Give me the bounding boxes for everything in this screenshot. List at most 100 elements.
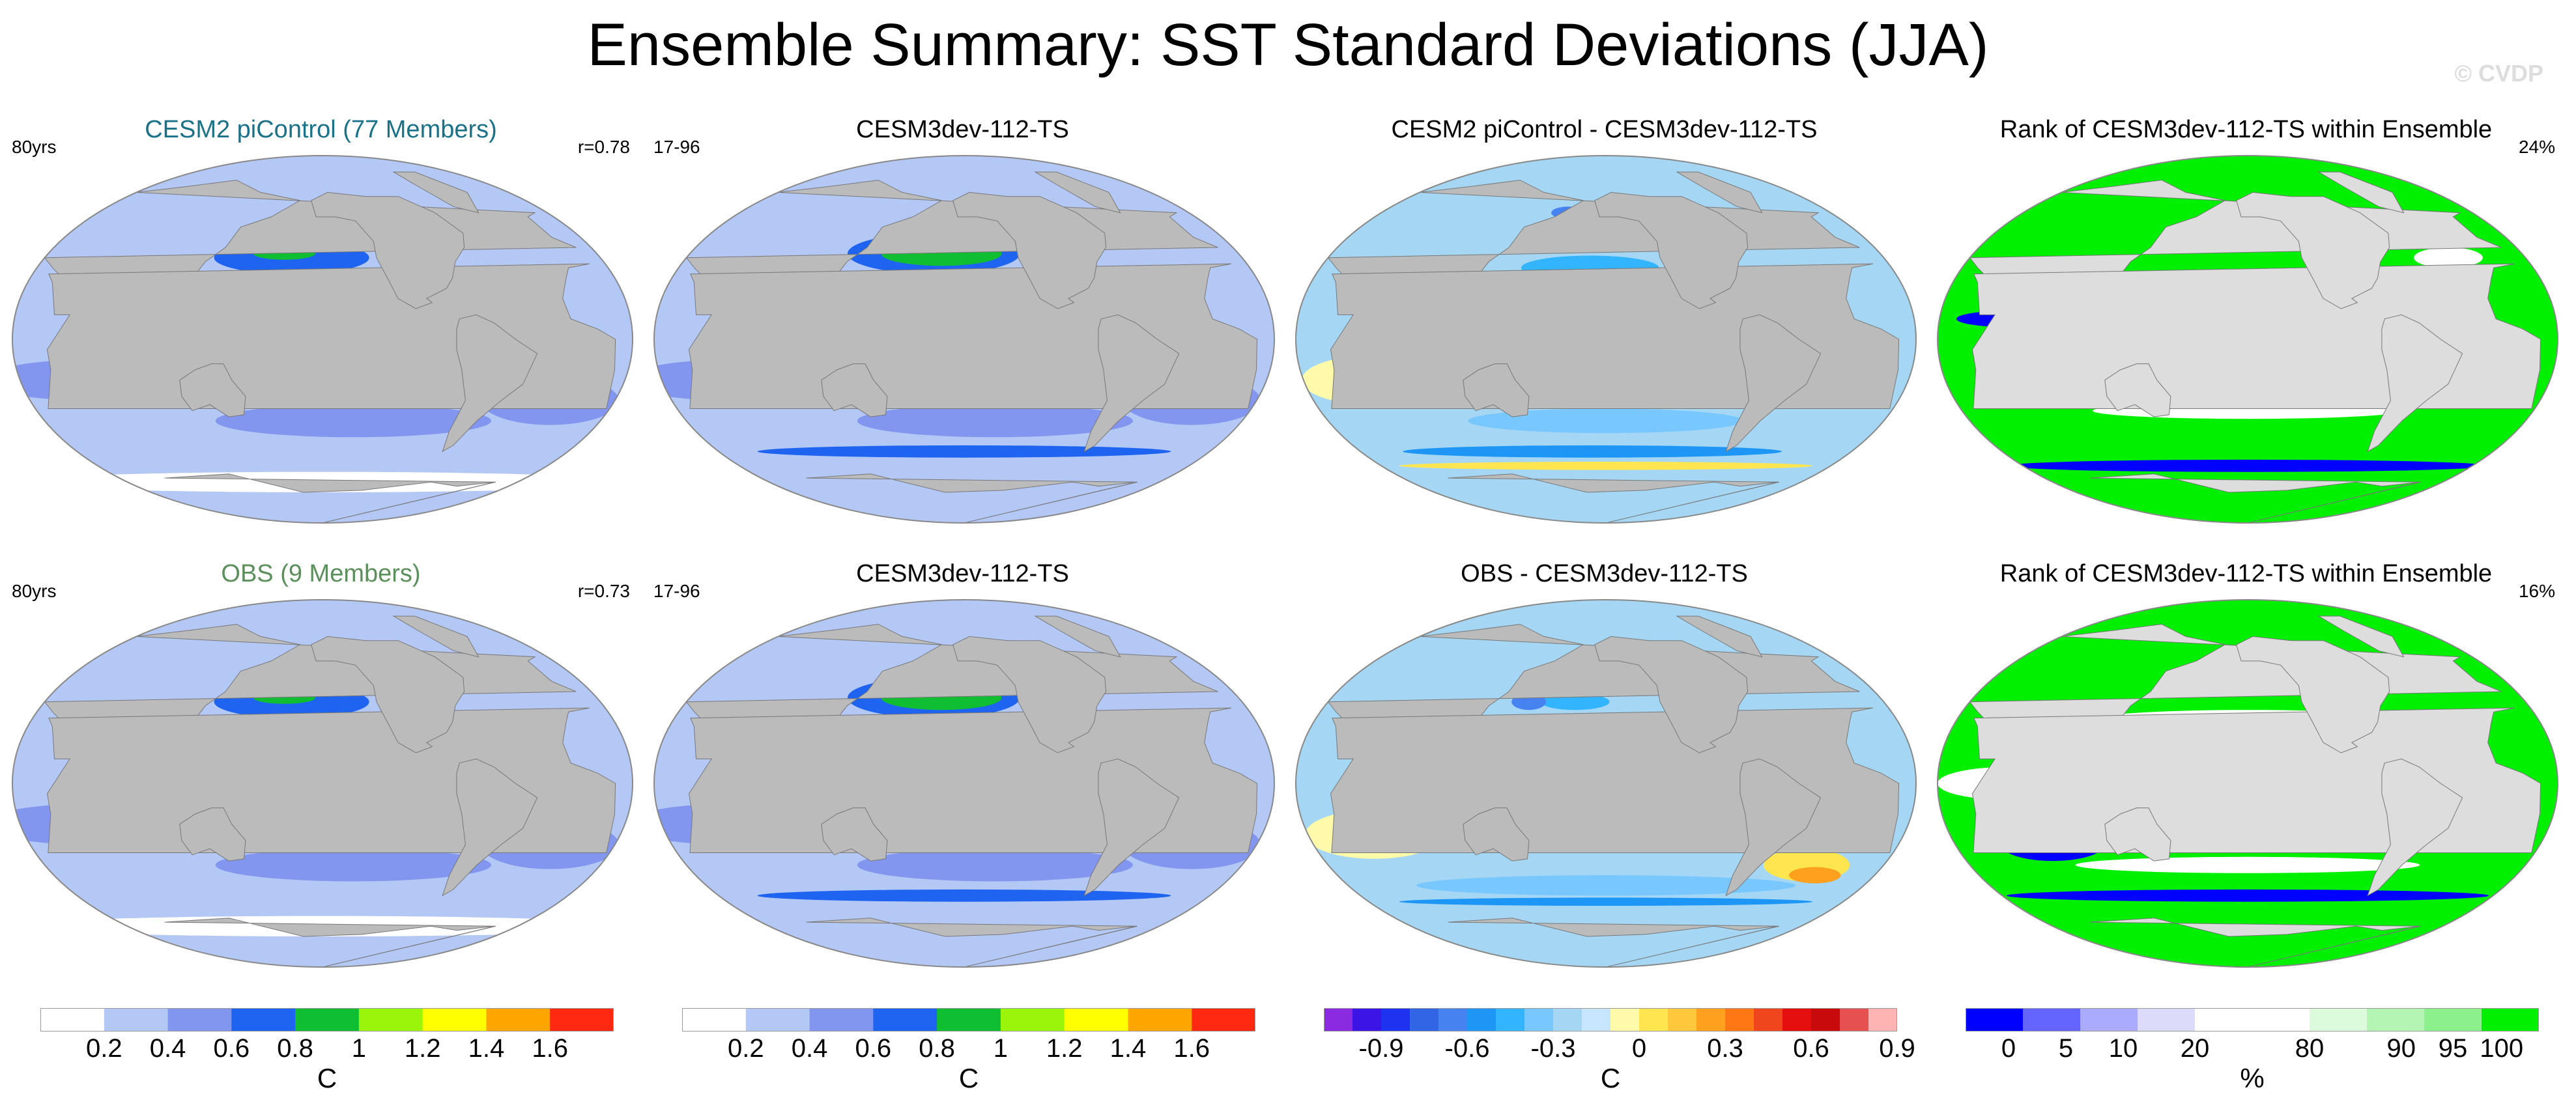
land-africa xyxy=(1971,707,2541,853)
colorbar-difference: -0.9 -0.6 -0.3 0 0.3 0.6 0.9 C xyxy=(1324,1008,1915,1099)
land-australia xyxy=(179,363,246,417)
colorbar-tick-label: 1.4 xyxy=(1109,1034,1147,1063)
colorbar-swatch xyxy=(550,1009,614,1031)
field-contour xyxy=(1468,408,1744,434)
colorbar-swatch xyxy=(1064,1009,1128,1031)
panel-title: CESM3dev-112-TS xyxy=(856,116,1069,143)
land-namerica xyxy=(311,636,465,753)
colorbar-swatch xyxy=(1352,1009,1382,1031)
world-map-difference xyxy=(1295,155,1917,524)
colorbar-swatch xyxy=(104,1009,169,1031)
land-namerica xyxy=(1594,636,1749,753)
land-greenland xyxy=(1676,615,1763,658)
field-contour xyxy=(1399,897,1813,906)
colorbar-swatch xyxy=(937,1009,1001,1031)
land-australia xyxy=(821,807,888,862)
colorbar-swatch xyxy=(1811,1009,1840,1031)
colorbar-tick-label: -0.3 xyxy=(1530,1034,1576,1063)
colorbar-swatch xyxy=(2023,1009,2081,1031)
colorbar-swatch xyxy=(2195,1009,2253,1031)
colorbar-tick-label: -0.6 xyxy=(1444,1034,1490,1063)
land-antarctica xyxy=(164,473,496,523)
colorbar-tick-label: 5 xyxy=(2058,1034,2074,1063)
land-australia xyxy=(821,363,888,417)
colorbar-swatch xyxy=(682,1009,747,1031)
colorbar-tick-label: 100 xyxy=(2480,1034,2524,1063)
panel-obs-sd: OBS (9 Members) 80yrs r=0.73 xyxy=(0,559,642,976)
colorbar-tick-label: 1.2 xyxy=(1046,1034,1083,1063)
colorbar-tick-label: 0.6 xyxy=(1793,1034,1829,1063)
colorbar-sd-2: 0.2 0.4 0.6 0.8 1 1.2 1.4 1.6 C xyxy=(682,1008,1255,1099)
colorbar-tick-label: 0.6 xyxy=(855,1034,892,1063)
colorbar-swatch xyxy=(809,1009,874,1031)
land-namerica xyxy=(952,191,1107,309)
colorbar-swatch xyxy=(1639,1009,1668,1031)
land-samerica xyxy=(2367,758,2463,897)
land-antarctica xyxy=(1448,918,1780,967)
field-contour xyxy=(215,849,491,882)
world-map-sd xyxy=(653,155,1275,524)
field-contour xyxy=(2006,459,2489,472)
colorbar-frame xyxy=(682,1008,1255,1032)
world-map-sd xyxy=(653,599,1275,968)
field-contour xyxy=(857,849,1133,882)
land-greenland xyxy=(1034,615,1121,658)
world-map-sd xyxy=(12,155,633,524)
land-namerica xyxy=(1594,191,1749,309)
colorbar-swatch xyxy=(1840,1009,1869,1031)
land-samerica xyxy=(1725,314,1822,453)
land-samerica xyxy=(2367,314,2463,453)
colorbar-swatch xyxy=(1524,1009,1554,1031)
land-australia xyxy=(1463,363,1530,417)
colorbar-swatch xyxy=(1610,1009,1640,1031)
panel-cesm2-sd: CESM2 piControl (77 Members) 80yrs r=0.7… xyxy=(0,115,642,531)
field-contour xyxy=(757,889,1171,902)
panel-left-note: 80yrs xyxy=(12,137,57,157)
land-australia xyxy=(179,807,246,862)
panel-left-note: 17-96 xyxy=(653,581,700,601)
map-border xyxy=(653,599,1275,968)
colorbar-swatch xyxy=(2138,1009,2196,1031)
land-australia xyxy=(2104,363,2171,417)
land-antarctica xyxy=(2089,473,2422,523)
field-contour xyxy=(2006,889,2489,902)
colorbar-tick-label: 1.6 xyxy=(1173,1034,1210,1063)
land-australia xyxy=(1463,807,1530,862)
colorbar-tick-label: 10 xyxy=(2108,1034,2138,1063)
colorbar-tick-label: 1.2 xyxy=(404,1034,441,1063)
land-antarctica xyxy=(806,473,1138,523)
map-border xyxy=(12,155,633,524)
field-contour xyxy=(2075,856,2420,873)
colorbar-tick-label: 0.4 xyxy=(149,1034,186,1063)
panel-cesm3-sd-2: CESM3dev-112-TS 17-96 xyxy=(642,559,1283,976)
land-samerica xyxy=(442,314,538,453)
colorbar-frame xyxy=(40,1008,614,1032)
land-africa xyxy=(1330,263,1900,409)
colorbar-tick-label: 80 xyxy=(2295,1034,2325,1063)
colorbar-swatch xyxy=(2252,1009,2310,1031)
colorbar-tick-label: 0 xyxy=(1631,1034,1647,1063)
field-contour xyxy=(1540,694,1610,710)
colorbar-swatch xyxy=(1782,1009,1812,1031)
panel-right-note: 24% xyxy=(2518,137,2555,157)
field-contour xyxy=(857,404,1133,438)
colorbar-swatch xyxy=(2367,1009,2425,1031)
map-border xyxy=(12,599,633,968)
colorbar-swatch xyxy=(2080,1009,2138,1031)
map-border xyxy=(1295,599,1917,968)
land-namerica xyxy=(2236,636,2390,753)
panel-difference: CESM2 piControl - CESM3dev-112-TS xyxy=(1283,115,1925,531)
colorbar-unit: C xyxy=(317,1063,337,1093)
colorbar-tick-label: 0.4 xyxy=(791,1034,828,1063)
panel-title: OBS (9 Members) xyxy=(221,560,421,587)
field-contour xyxy=(1788,867,1841,884)
credit-watermark: © CVDP xyxy=(2454,60,2543,87)
panel-left-note: 17-96 xyxy=(653,137,700,157)
colorbar-tick-label: 1.4 xyxy=(468,1034,505,1063)
panel-cesm3-sd: CESM3dev-112-TS 17-96 xyxy=(642,115,1283,531)
panel-rank: Rank of CESM3dev-112-TS within Ensemble … xyxy=(1925,115,2567,531)
field-contour xyxy=(1399,462,1813,470)
land-greenland xyxy=(1034,171,1121,214)
panel-title: OBS - CESM3dev-112-TS xyxy=(1461,560,1748,587)
panel-right-note: r=0.78 xyxy=(577,137,630,157)
